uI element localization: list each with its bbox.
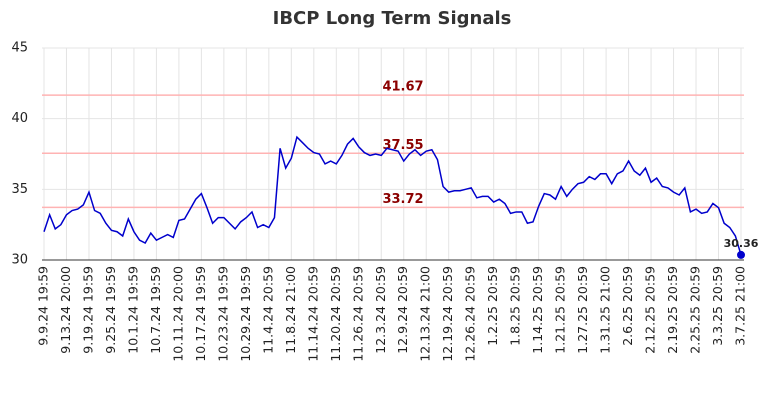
y-tick-label: 35 (11, 182, 28, 197)
x-tick-label: 2.6.25 20:59 (620, 266, 635, 346)
x-tick-label: 2.19.25 20:59 (665, 266, 680, 354)
x-tick-label: 1.27.25 20:59 (575, 266, 590, 354)
x-tick-label: 1.8.25 20:59 (508, 266, 523, 346)
x-tick-label: 2.12.25 20:59 (643, 266, 658, 354)
x-tick-label: 11.4.24 20:59 (260, 266, 275, 354)
x-tick-label: 9.19.24 19:59 (80, 266, 95, 354)
x-tick-label: 12.3.24 20:59 (373, 266, 388, 354)
last-point (737, 250, 745, 259)
x-tick-label: 10.11.24 20:00 (170, 266, 185, 362)
reference-label: 41.67 (382, 80, 423, 95)
reference-label: 37.55 (382, 138, 423, 153)
x-tick-label: 9.25.24 19:59 (103, 266, 118, 354)
chart-title: IBCP Long Term Signals (273, 8, 512, 29)
x-tick-label: 1.2.25 20:59 (485, 266, 500, 346)
reference-label: 33.72 (382, 192, 423, 207)
y-tick-label: 45 (11, 41, 28, 56)
x-tick-label: 9.9.24 19:59 (36, 266, 51, 346)
x-tick-label: 1.31.25 21:00 (598, 266, 613, 354)
x-tick-label: 12.19.24 20:59 (440, 266, 455, 362)
x-tick-label: 10.29.24 19:59 (238, 266, 253, 362)
x-tick-label: 10.23.24 19:59 (215, 266, 230, 362)
x-tick-label: 9.13.24 20:00 (58, 266, 73, 354)
y-tick-label: 40 (11, 111, 28, 126)
x-tick-label: 1.21.25 20:59 (553, 266, 568, 354)
x-tick-label: 12.13.24 21:00 (418, 266, 433, 362)
x-tick-label: 1.14.25 20:59 (530, 266, 545, 354)
x-tick-label: 10.1.24 19:59 (125, 266, 140, 354)
x-tick-label: 11.20.24 20:59 (328, 266, 343, 362)
x-tick-label: 3.7.25 21:00 (733, 266, 748, 346)
x-tick-label: 11.26.24 20:59 (350, 266, 365, 362)
x-tick-label: 10.17.24 19:59 (193, 266, 208, 362)
line (43, 135, 742, 256)
x-tick-label: 11.8.24 21:00 (283, 266, 298, 354)
x-tick-label: 10.7.24 19:59 (148, 266, 163, 354)
x-tick-label: 12.26.24 20:59 (463, 266, 478, 362)
x-tick-label: 2.25.25 20:59 (688, 266, 703, 354)
x-tick-label: 12.9.24 20:59 (395, 266, 410, 354)
last-value-label: 30.36 (724, 237, 759, 250)
y-tick-label: 30 (11, 253, 28, 268)
x-tick-label: 11.14.24 20:59 (305, 266, 320, 362)
x-tick-label: 3.3.25 20:59 (710, 266, 725, 346)
